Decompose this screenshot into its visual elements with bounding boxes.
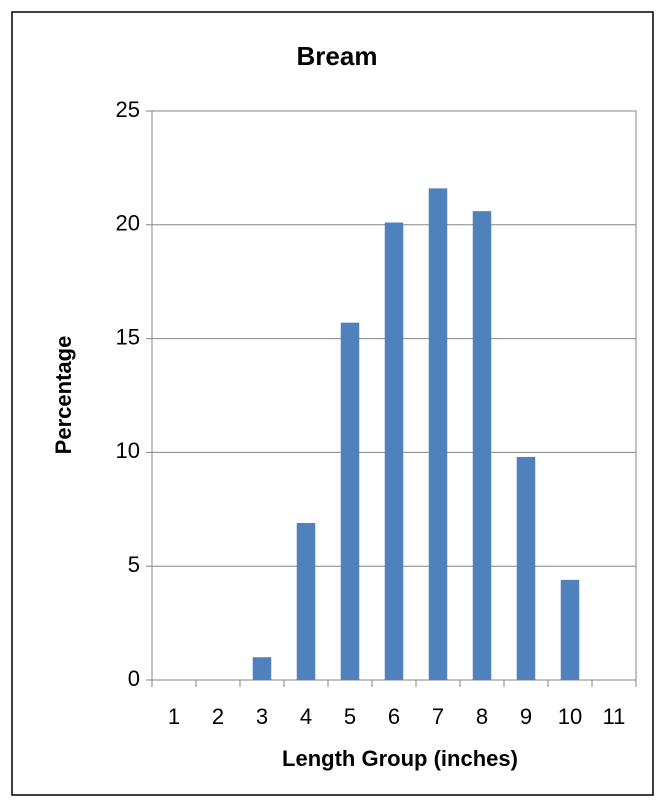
bar [384, 222, 404, 681]
y-tick-label: 15 [116, 324, 140, 349]
bar [428, 188, 448, 680]
x-tick-label: 1 [168, 704, 180, 729]
x-tick-label: 3 [256, 704, 268, 729]
y-axis-title: Percentage [51, 336, 76, 455]
bar [296, 522, 316, 680]
chart-title: Bream [297, 41, 378, 71]
bar [516, 456, 536, 680]
x-tick-label: 11 [603, 704, 626, 729]
bar [340, 322, 360, 680]
y-tick-label: 25 [116, 97, 140, 122]
y-tick-label: 20 [116, 211, 140, 236]
x-tick-label: 8 [476, 704, 488, 729]
y-tick-label: 10 [116, 438, 140, 463]
x-tick-label: 10 [558, 704, 582, 729]
x-tick-label: 7 [432, 704, 444, 729]
x-tick-label: 5 [344, 704, 356, 729]
x-tick-label: 6 [388, 704, 400, 729]
bar [472, 211, 492, 681]
x-axis-title: Length Group (inches) [282, 746, 518, 771]
x-tick-label: 4 [300, 704, 312, 729]
bar [252, 657, 272, 680]
chart-frame [11, 11, 654, 796]
y-tick-label: 5 [128, 552, 140, 577]
bar [560, 579, 580, 680]
x-tick-label: 2 [212, 704, 224, 729]
y-tick-label: 0 [128, 666, 140, 691]
x-tick-label: 9 [520, 704, 532, 729]
